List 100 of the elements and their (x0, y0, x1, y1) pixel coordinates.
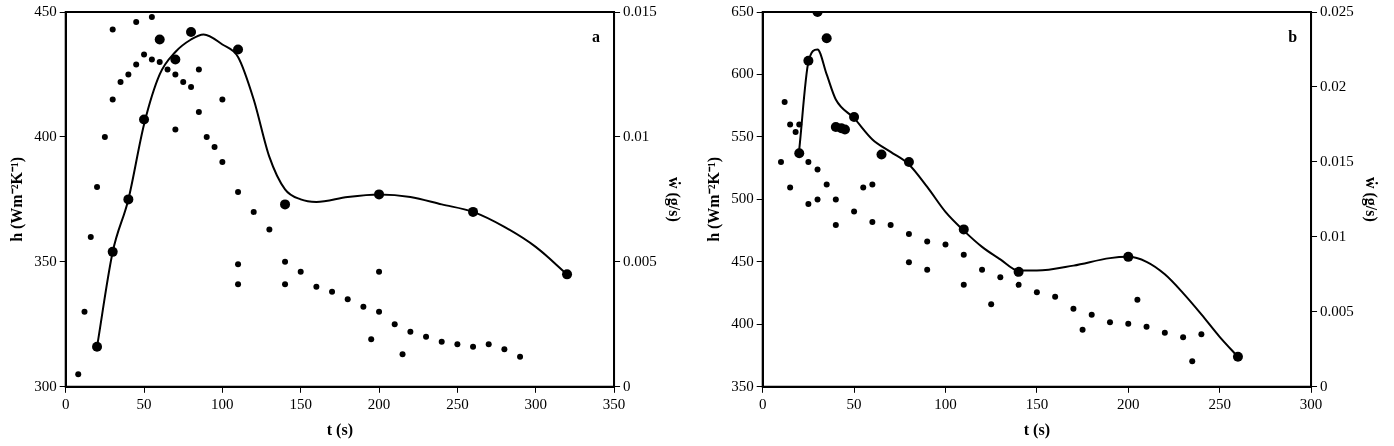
x-tick-label: 50 (846, 395, 862, 412)
y2-tick-label: 0.015 (1320, 152, 1354, 169)
point (186, 26, 197, 37)
y2-tick-label: 0 (1320, 377, 1328, 394)
point (154, 34, 165, 45)
point (787, 184, 794, 191)
point (814, 196, 821, 203)
x-tick-label: 300 (1299, 395, 1323, 412)
y2-tick-label: 0.01 (1320, 227, 1347, 244)
point (960, 281, 967, 288)
point (266, 226, 273, 233)
point (360, 303, 367, 310)
y2-tick-label: 0.025 (1320, 2, 1354, 19)
point (94, 183, 101, 190)
point (148, 56, 155, 63)
point (1070, 305, 1077, 312)
point (1125, 320, 1132, 327)
point (1180, 334, 1187, 341)
point (997, 274, 1004, 281)
x-tick-label: 250 (1208, 395, 1231, 412)
x-tick-label: 200 (1117, 395, 1140, 412)
x-tick-label: 200 (367, 395, 391, 412)
y2-tick-label: 0.01 (623, 127, 650, 144)
point (250, 208, 257, 215)
point (235, 281, 242, 288)
point (101, 133, 108, 140)
point (438, 338, 445, 345)
y-tick-label: 400 (34, 127, 57, 144)
point (1134, 296, 1141, 303)
x-tick-label: 300 (524, 395, 547, 412)
point (195, 108, 202, 115)
y2-tick-label: 0.005 (623, 252, 657, 269)
point (172, 71, 179, 78)
point (988, 301, 995, 308)
point (148, 14, 155, 20)
point (376, 308, 383, 315)
point (805, 200, 812, 207)
x-tick-label: 150 (1025, 395, 1049, 412)
y-tick-label: 350 (731, 377, 754, 394)
y-axis-title: h (Wm⁻²K⁻¹) (704, 156, 723, 242)
point (1052, 293, 1059, 300)
point (794, 148, 805, 159)
point (156, 58, 163, 65)
point (329, 288, 336, 295)
point (233, 44, 244, 55)
point (1015, 281, 1022, 288)
point (1106, 319, 1113, 326)
point (832, 196, 839, 203)
point (903, 156, 914, 167)
point (562, 269, 573, 280)
point (109, 26, 116, 33)
point (423, 333, 430, 340)
x-tick-label: 0 (61, 395, 70, 412)
point (407, 328, 414, 335)
point (219, 96, 226, 103)
point (869, 181, 876, 188)
point (139, 114, 150, 125)
point (517, 353, 524, 360)
y2-tick-label: 0.005 (1320, 302, 1354, 319)
point (180, 78, 187, 85)
point (501, 346, 508, 353)
point (172, 126, 179, 133)
point (282, 281, 289, 288)
point (860, 184, 867, 191)
point (368, 336, 375, 343)
point (454, 341, 461, 348)
point (876, 149, 887, 160)
point (344, 296, 351, 303)
point (92, 341, 103, 352)
x-tick-label: 250 (446, 395, 469, 412)
y2-tick-label: 0.02 (1320, 77, 1347, 94)
point (235, 261, 242, 268)
point (170, 54, 181, 65)
point (777, 158, 784, 165)
point (374, 189, 385, 200)
point (164, 66, 171, 73)
point (125, 71, 132, 78)
point (905, 259, 912, 266)
y-tick-label: 350 (34, 252, 57, 269)
y-tick-label: 550 (731, 127, 754, 144)
point (107, 246, 118, 257)
point (942, 241, 949, 248)
point (821, 33, 832, 44)
point (235, 188, 242, 195)
point (123, 194, 134, 205)
point (814, 166, 821, 173)
y-axis-title: h (Wm⁻²K⁻¹) (7, 156, 26, 242)
point (1079, 326, 1086, 333)
x-tick-label: 350 (602, 395, 626, 412)
point (188, 83, 195, 90)
point (924, 238, 931, 245)
point (792, 128, 799, 135)
point (117, 78, 124, 85)
point (1143, 323, 1150, 330)
x-axis-title: t (s) (1023, 420, 1050, 439)
point (869, 218, 876, 225)
point (282, 258, 289, 265)
point (1088, 311, 1095, 318)
point (805, 158, 812, 165)
point (887, 221, 894, 228)
